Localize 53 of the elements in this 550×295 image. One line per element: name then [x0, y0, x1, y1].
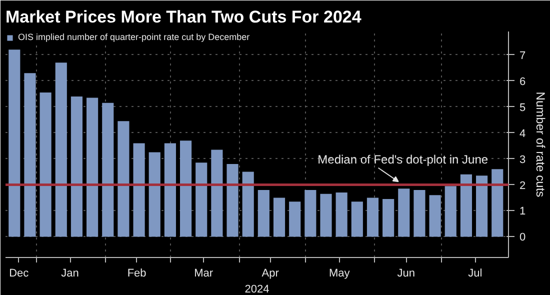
x-tick-label: Jun	[397, 268, 415, 280]
y-tick-label: 0	[520, 232, 526, 244]
bar	[24, 73, 36, 237]
chart-title: Market Prices More Than Two Cuts For 2024	[6, 8, 362, 26]
bar	[304, 190, 316, 237]
bar	[226, 164, 238, 237]
bar	[336, 192, 348, 237]
y-tick-label: 2	[520, 180, 526, 192]
bar	[133, 143, 145, 237]
bar	[242, 172, 254, 237]
x-tick-label: Dec	[9, 268, 30, 280]
x-axis-title: 2024	[244, 284, 270, 295]
x-tick-label: Jul	[468, 268, 482, 280]
x-tick-label: Mar	[194, 268, 214, 280]
legend-label: OIS implied number of quarter-point rate cut by December	[18, 32, 250, 42]
bar	[102, 102, 114, 237]
bar	[351, 202, 363, 237]
bar	[86, 98, 98, 237]
bar	[118, 121, 130, 237]
y-tick-label: 1	[520, 206, 526, 218]
bar	[70, 96, 83, 237]
bar	[366, 198, 379, 237]
x-tick-label: Jan	[61, 268, 79, 280]
bar	[180, 140, 192, 237]
y-tick-label: 6	[520, 76, 526, 88]
bar	[398, 188, 410, 237]
bar	[444, 186, 456, 237]
y-tick-label: 3	[520, 154, 526, 166]
bar	[196, 162, 208, 237]
bar	[8, 50, 20, 237]
bar	[476, 176, 488, 237]
y-tick-label: 7	[520, 50, 526, 62]
bar	[382, 199, 394, 237]
x-tick-label: Feb	[127, 268, 146, 280]
bar	[40, 92, 52, 237]
x-tick-label: Apr	[262, 268, 280, 280]
bar	[258, 190, 270, 237]
ref-line-label: Median of Fed's dot-plot in June	[318, 152, 488, 167]
bar	[273, 198, 286, 237]
bar	[289, 202, 301, 237]
bar	[414, 190, 426, 237]
bar	[460, 174, 472, 237]
y-axis-title: Number of rate cuts	[534, 92, 548, 198]
y-tick-label: 5	[520, 102, 526, 114]
bar	[164, 143, 176, 237]
x-tick-label: May	[328, 268, 350, 280]
bar	[148, 152, 160, 237]
bar	[55, 62, 67, 237]
bar	[492, 169, 504, 237]
bar	[429, 195, 441, 237]
bar	[320, 194, 332, 237]
bar	[211, 150, 223, 237]
y-tick-label: 4	[520, 128, 526, 140]
